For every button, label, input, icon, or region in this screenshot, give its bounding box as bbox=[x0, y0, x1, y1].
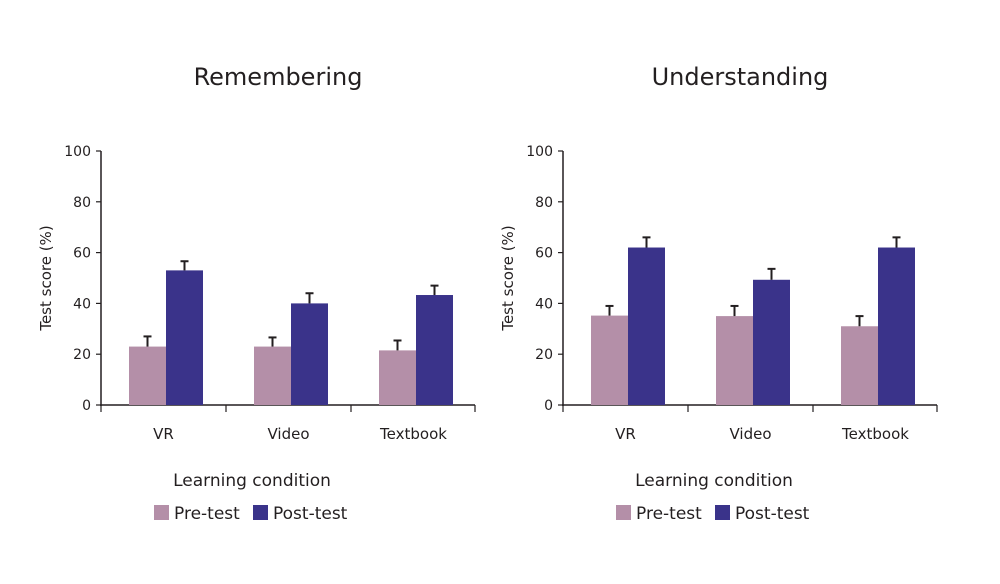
x-axis-label: Learning condition bbox=[635, 471, 793, 491]
x-tick-label: Video bbox=[267, 425, 309, 443]
chart-panel-remembering: Remembering 0 20 40 60 80 100 Test score (%) VR V… bbox=[37, 63, 476, 524]
bar-post-test-vr bbox=[166, 270, 203, 405]
x-axis-label: Learning condition bbox=[173, 471, 331, 491]
y-tick-label: 100 bbox=[64, 144, 91, 160]
legend: Pre-test Post-test bbox=[154, 504, 348, 524]
y-tick-label: 20 bbox=[73, 347, 91, 363]
y-tick-label: 60 bbox=[535, 246, 553, 262]
legend-label: Post-test bbox=[735, 504, 810, 524]
bar-pre-test-textbook bbox=[379, 350, 416, 405]
y-axis-label: Test score (%) bbox=[37, 225, 55, 331]
bar-pre-test-textbook bbox=[841, 326, 878, 405]
legend-label: Pre-test bbox=[174, 504, 240, 524]
y-tick-label: 60 bbox=[73, 246, 91, 262]
x-tick-label: Video bbox=[729, 425, 771, 443]
bar-post-test-textbook bbox=[878, 247, 915, 405]
legend-swatch bbox=[616, 505, 631, 520]
y-tick-label: 80 bbox=[535, 195, 553, 211]
bar-post-test-textbook bbox=[416, 295, 453, 405]
y-tick-label: 80 bbox=[73, 195, 91, 211]
bar-post-test-vr bbox=[628, 247, 665, 405]
y-tick-label: 40 bbox=[73, 296, 91, 312]
y-tick-label: 40 bbox=[535, 296, 553, 312]
bar-pre-test-video bbox=[716, 316, 753, 405]
bar-pre-test-vr bbox=[591, 315, 628, 405]
y-tick-label: 20 bbox=[535, 347, 553, 363]
x-tick-label: VR bbox=[615, 425, 636, 443]
chart-title: Remembering bbox=[194, 63, 363, 91]
y-tick-label: 0 bbox=[544, 398, 553, 414]
bar-post-test-video bbox=[753, 279, 790, 405]
legend-swatch bbox=[154, 505, 169, 520]
bar-post-test-video bbox=[291, 303, 328, 405]
legend-label: Post-test bbox=[273, 504, 348, 524]
bar-pre-test-video bbox=[254, 346, 291, 405]
legend-swatch bbox=[253, 505, 268, 520]
x-tick-label: VR bbox=[153, 425, 174, 443]
legend-swatch bbox=[715, 505, 730, 520]
legend-label: Pre-test bbox=[636, 504, 702, 524]
legend: Pre-test Post-test bbox=[616, 504, 810, 524]
chart-title: Understanding bbox=[652, 63, 829, 91]
chart-panel-understanding: Understanding 0 20 40 60 80 100 Test score (%) V… bbox=[499, 63, 938, 524]
y-tick-label: 100 bbox=[526, 144, 553, 160]
y-axis-label: Test score (%) bbox=[499, 225, 517, 331]
x-tick-label: Textbook bbox=[379, 425, 447, 443]
x-tick-label: Textbook bbox=[841, 425, 909, 443]
bar-pre-test-vr bbox=[129, 346, 166, 405]
y-tick-label: 0 bbox=[82, 398, 91, 414]
